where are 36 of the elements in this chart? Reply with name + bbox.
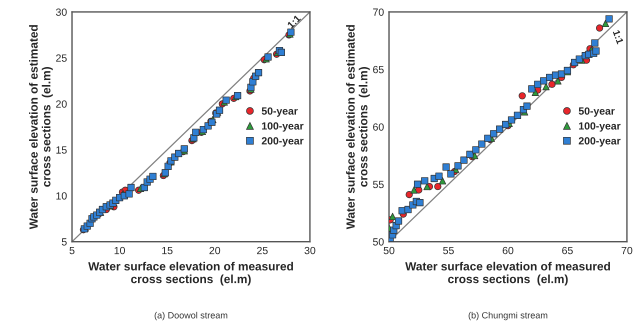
- y-axis-title: Water surface elevation of estimated cross sections (el.m): [29, 25, 53, 230]
- x-axis-title: Water surface elevation of measured cross sections (el.m): [405, 262, 610, 286]
- x-tick-label: 55: [443, 246, 454, 254]
- x-tick-label: 70: [622, 246, 632, 254]
- x-tick-label: 25: [257, 246, 268, 254]
- annotation: 1:1: [286, 14, 302, 29]
- x-tick-label: 20: [209, 246, 220, 254]
- legend-label: 50-year: [578, 107, 615, 117]
- y-tick-label: 65: [373, 66, 384, 74]
- y-tick-label: 5: [62, 238, 67, 246]
- legend-label: 200-year: [262, 137, 304, 147]
- y-tick-label: 60: [373, 123, 384, 131]
- y-tick-label: 10: [56, 192, 67, 200]
- x-tick-label: 30: [304, 246, 316, 254]
- legend-label: 100-year: [262, 122, 304, 132]
- x-tick-label: 5: [70, 246, 74, 254]
- x-tick-label: 65: [562, 246, 573, 254]
- y-tick-label: 30: [56, 8, 67, 16]
- text: (a) Doowol stream: [154, 312, 228, 320]
- x-axis-title: Water surface elevation of measured cross sections (el.m): [88, 262, 293, 286]
- legend-label: 50-year: [262, 107, 298, 117]
- text: (b) Chungmi stream: [468, 312, 548, 320]
- y-tick-label: 70: [373, 8, 384, 16]
- x-tick-label: 60: [502, 246, 514, 254]
- y-tick-label: 25: [56, 54, 67, 62]
- y-tick-label: 20: [56, 100, 67, 108]
- legend-label: 100-year: [579, 122, 621, 132]
- y-axis-title: Water surface elevation of estimated cross sections (el.m): [346, 25, 370, 230]
- y-tick-label: 15: [56, 146, 67, 154]
- x-tick-label: 10: [114, 246, 125, 254]
- x-tick-label: 15: [162, 246, 173, 254]
- annotation: 1:1: [612, 30, 624, 44]
- y-tick-label: 55: [372, 180, 384, 188]
- legend-label: 200-year: [578, 137, 621, 147]
- x-tick-label: 50: [384, 246, 394, 254]
- y-tick-label: 50: [372, 238, 384, 246]
